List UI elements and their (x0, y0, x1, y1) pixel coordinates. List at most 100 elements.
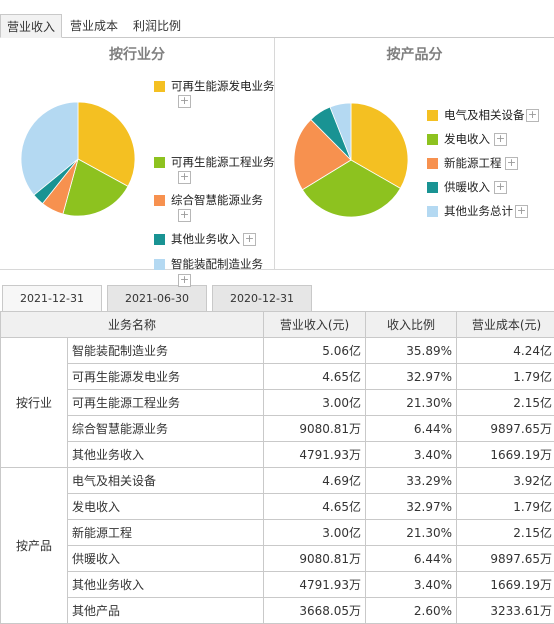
legend-swatch-power-generation (427, 134, 438, 145)
cell-business-name: 电气及相关设备 (68, 468, 264, 494)
cell-cost: 1.79亿 (457, 364, 554, 390)
cell-ratio: 21.30% (366, 520, 457, 546)
table-header-row: 业务名称 营业收入(元) 收入比例 营业成本(元) (1, 312, 554, 338)
cell-revenue: 4791.93万 (264, 442, 366, 468)
cell-business-name: 发电收入 (68, 494, 264, 520)
legend-label-power-generation: 发电收入 (444, 131, 490, 147)
cell-ratio: 35.89% (366, 338, 457, 364)
group-label: 按产品 (1, 468, 68, 624)
legend-label-smart-energy: 综合智慧能源业务 (171, 192, 263, 208)
cell-cost: 2.15亿 (457, 520, 554, 546)
cell-cost: 9897.65万 (457, 546, 554, 572)
product-pie-chart (275, 38, 554, 270)
cell-ratio: 6.44% (366, 546, 457, 572)
cell-cost: 1669.19万 (457, 572, 554, 598)
legend-label-new-energy-engineering: 新能源工程 (444, 155, 502, 171)
expand-plus-icon[interactable]: + (494, 181, 507, 194)
legend-swatch-renewable-engineering (154, 157, 165, 168)
cell-business-name: 其他业务收入 (68, 572, 264, 598)
top-tab-bar: 营业收入 营业成本 利润比例 (0, 14, 554, 38)
cell-cost: 9897.65万 (457, 416, 554, 442)
legend-label-renewable-generation: 可再生能源发电业务 (171, 78, 275, 94)
expand-plus-icon[interactable]: + (178, 95, 191, 108)
report-date-tabs: 2021-12-31 2021-06-30 2020-12-31 (0, 285, 554, 311)
tab-revenue[interactable]: 营业收入 (0, 14, 62, 38)
cell-cost: 3233.61万 (457, 598, 554, 624)
cell-cost: 1.79亿 (457, 494, 554, 520)
cell-revenue: 3.00亿 (264, 390, 366, 416)
product-panel: 按产品分 电气及相关设备 + 发电收入 + 新能源工程 + 供暖收入 + 其他业… (275, 38, 554, 270)
cell-ratio: 6.44% (366, 416, 457, 442)
cell-ratio: 21.30% (366, 390, 457, 416)
cell-ratio: 33.29% (366, 468, 457, 494)
cell-ratio: 2.60% (366, 598, 457, 624)
legend-swatch-electrical-equipment (427, 110, 438, 121)
header-business-name: 业务名称 (1, 312, 264, 338)
legend-label-renewable-engineering: 可再生能源工程业务 (171, 154, 275, 170)
cell-ratio: 3.40% (366, 442, 457, 468)
cell-revenue: 3.00亿 (264, 520, 366, 546)
cell-ratio: 3.40% (366, 572, 457, 598)
legend-label-other-income: 其他业务收入 (171, 231, 240, 247)
cell-business-name: 综合智慧能源业务 (68, 416, 264, 442)
header-cost: 营业成本(元) (457, 312, 554, 338)
industry-panel: 按行业分 可再生能源发电业务 + 可再生能源工程业务 + 综合智慧能源业务 + … (0, 38, 275, 270)
cell-revenue: 9080.81万 (264, 546, 366, 572)
cell-revenue: 4.65亿 (264, 494, 366, 520)
header-revenue: 营业收入(元) (264, 312, 366, 338)
cell-ratio: 32.97% (366, 364, 457, 390)
cell-cost: 1669.19万 (457, 442, 554, 468)
cell-cost: 2.15亿 (457, 390, 554, 416)
cell-revenue: 4791.93万 (264, 572, 366, 598)
tab-cost[interactable]: 营业成本 (64, 14, 124, 38)
expand-plus-icon[interactable]: + (178, 171, 191, 184)
cell-business-name: 可再生能源工程业务 (68, 390, 264, 416)
date-tab-2021-06-30[interactable]: 2021-06-30 (107, 285, 207, 311)
legend-swatch-heating (427, 182, 438, 193)
legend-label-other-total: 其他业务总计 (444, 203, 513, 219)
legend-label-heating: 供暖收入 (444, 179, 490, 195)
legend-swatch-other-total (427, 206, 438, 217)
expand-plus-icon[interactable]: + (526, 109, 539, 122)
group-label: 按行业 (1, 338, 68, 468)
header-ratio: 收入比例 (366, 312, 457, 338)
cell-ratio: 32.97% (366, 494, 457, 520)
cell-business-name: 其他产品 (68, 598, 264, 624)
legend-label-smart-manufacturing: 智能装配制造业务 (171, 256, 263, 272)
cell-revenue: 4.65亿 (264, 364, 366, 390)
expand-plus-icon[interactable]: + (505, 157, 518, 170)
legend-swatch-renewable-generation (154, 81, 165, 92)
expand-plus-icon[interactable]: + (178, 209, 191, 222)
tab-profit-ratio[interactable]: 利润比例 (126, 14, 188, 38)
cell-business-name: 其他业务收入 (68, 442, 264, 468)
expand-plus-icon[interactable]: + (515, 205, 528, 218)
cell-business-name: 新能源工程 (68, 520, 264, 546)
cell-revenue: 4.69亿 (264, 468, 366, 494)
expand-plus-icon[interactable]: + (243, 233, 256, 246)
expand-plus-icon[interactable]: + (178, 274, 191, 287)
cell-revenue: 9080.81万 (264, 416, 366, 442)
date-tab-2020-12-31[interactable]: 2020-12-31 (212, 285, 312, 311)
legend-swatch-smart-manufacturing (154, 259, 165, 270)
legend-swatch-smart-energy (154, 195, 165, 206)
cell-cost: 3.92亿 (457, 468, 554, 494)
expand-plus-icon[interactable]: + (494, 133, 507, 146)
cell-revenue: 5.06亿 (264, 338, 366, 364)
cell-revenue: 3668.05万 (264, 598, 366, 624)
cell-business-name: 供暖收入 (68, 546, 264, 572)
legend-label-electrical-equipment: 电气及相关设备 (444, 107, 525, 123)
legend-swatch-other-income (154, 234, 165, 245)
date-tab-2021-12-31[interactable]: 2021-12-31 (2, 285, 102, 311)
